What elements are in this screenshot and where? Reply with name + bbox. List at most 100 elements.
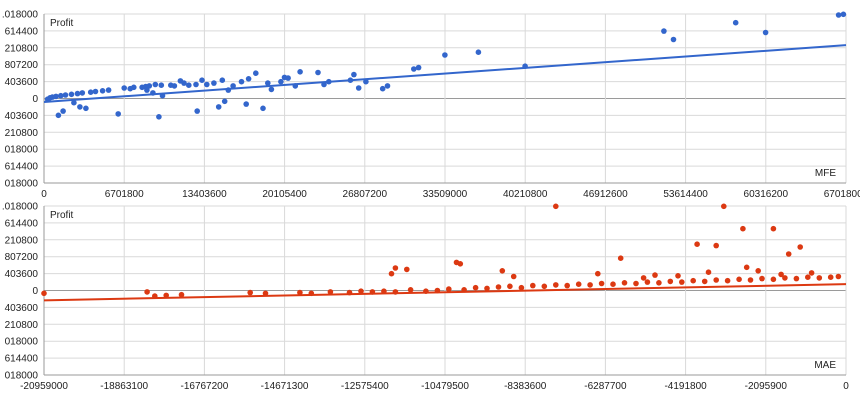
chart-mae-point (541, 283, 548, 290)
chart-mfe-point (58, 92, 64, 99)
chart-mae-point (793, 275, 800, 282)
chart-mae-point (575, 281, 582, 288)
chart-mfe-y-tick-label: 403600 (5, 77, 39, 88)
chart-mae-point (667, 278, 674, 285)
chart-mae-point (633, 280, 639, 287)
chart-mfe-x-tick-label: 67018000 (824, 189, 860, 200)
chart-mae-point (262, 290, 269, 297)
chart-mfe-point (245, 76, 252, 82)
chart-mae-point (770, 225, 777, 232)
chart-mae-point (178, 291, 185, 298)
chart-mae-point (690, 277, 696, 284)
chart-mae-point (564, 282, 570, 289)
chart-mae-point (407, 287, 414, 293)
chart-mfe-point (315, 69, 321, 76)
chart-mfe-point (379, 85, 386, 92)
chart-mae-point (144, 289, 150, 295)
chart-mae-y-tick-label: 807200 (5, 252, 39, 263)
chart-mae-x-tick-label: 0 (843, 381, 849, 392)
chart-mfe-point (762, 29, 769, 36)
chart-mae-point (404, 266, 410, 273)
chart-mfe-point (79, 90, 86, 96)
chart-mfe-point (168, 82, 174, 88)
chart-mfe-point (268, 86, 275, 93)
chart-mfe-point (74, 90, 81, 97)
chart-mae-point (530, 282, 536, 289)
chart-mfe-point (87, 89, 94, 95)
chart-mfe-y-tick-label: 614400 (5, 162, 39, 173)
chart-mae-point (358, 288, 364, 295)
chart-mae-y-tick-label: 018000 (5, 371, 39, 382)
chart-mae-point (587, 282, 593, 288)
chart-mfe-point (411, 66, 417, 72)
chart-mfe-point (186, 82, 192, 88)
chart-mae-x-tick-label: -12575400 (341, 381, 389, 392)
chart-mae-point (499, 268, 506, 274)
chart-mfe-point (62, 92, 69, 98)
chart-mae-point (759, 275, 765, 282)
chart-mfe-point (115, 111, 121, 117)
chart-mfe-point (127, 85, 133, 92)
chart-mfe-point (158, 82, 165, 88)
chart-mae-point (388, 270, 395, 277)
chart-mae-y-tick-label: 210800 (5, 235, 39, 246)
chart-mae-point (446, 286, 452, 292)
chart-mfe-point (243, 101, 249, 107)
chart-mfe-point (193, 81, 199, 88)
chart-mae-y-tick-label: 403600 (5, 269, 39, 280)
chart-mfe-point (475, 49, 482, 55)
chart-mfe-point (253, 70, 259, 76)
chart-mae-point (510, 273, 517, 280)
chart-mfe-trendline (43, 44, 847, 104)
chart-mfe-point (835, 12, 842, 18)
chart-mae-x-tick-label: -16767200 (180, 381, 228, 392)
chart-mfe-point (221, 98, 228, 105)
chart-mae-point (507, 283, 513, 290)
chart-mae-x-tick-label: -14671300 (261, 381, 309, 392)
chart-mfe-point (211, 80, 217, 86)
chart-mfe-point (415, 64, 422, 71)
chart-mfe-point (265, 80, 271, 86)
chart-mae-y-tick-label: 614400 (5, 354, 39, 365)
chart-mae-point (595, 270, 601, 277)
chart-mae-x-tick-label: -8383600 (504, 381, 547, 392)
chart-mae-point (705, 269, 712, 276)
chart-mfe-point (55, 112, 62, 119)
chart-mfe: .018000 614400 210800 807200 403600 0 403600 21… (2, 10, 860, 201)
chart-mae-point (472, 284, 479, 291)
chart-mfe-y-axis-title: Profit (50, 18, 74, 29)
chart-mae-point (518, 284, 525, 291)
chart-mae-point (721, 203, 727, 210)
chart-mfe-x-tick-label: 20105400 (262, 189, 307, 200)
chart-mfe-x-tick-label: 53614400 (663, 189, 708, 200)
chart-mae-point (785, 251, 792, 257)
chart-mae-point (782, 275, 788, 281)
chart-mae-y-tick-label: 210800 (5, 320, 39, 331)
chart-mae-trendline (43, 283, 847, 302)
chart-mae-point (770, 276, 777, 283)
chart-mfe-point (177, 78, 184, 84)
chart-mfe-point (384, 83, 391, 89)
chart-mae-x-tick-label: -18863100 (100, 381, 148, 392)
chart-mae-point (598, 280, 605, 287)
chart-mfe-point (152, 81, 159, 88)
chart-mae-point (247, 289, 253, 296)
chart-mfe-x-tick-label: 13403600 (182, 189, 227, 200)
chart-mae-point (736, 276, 742, 283)
chart-mfe-point (71, 99, 77, 106)
chart-mfe-point (278, 78, 284, 85)
chart-mae-point (656, 280, 662, 286)
chart-mfe-point (60, 108, 66, 114)
chart-mae-x-tick-label: -4191800 (664, 381, 707, 392)
chart-mfe-point (77, 104, 83, 110)
chart-mfe-y-tick-label: 210800 (5, 43, 39, 54)
chart-mae: .018000 614400 210800 807200 403600 0 403600 21… (2, 202, 849, 393)
chart-mae-point (713, 277, 719, 283)
chart-mfe-point (670, 36, 677, 43)
chart-mae-point (835, 273, 842, 280)
chart-mae-point (713, 242, 719, 249)
chart-mfe-point (260, 105, 266, 112)
chart-mae-point (743, 264, 750, 271)
chart-mfe-point (156, 114, 162, 120)
